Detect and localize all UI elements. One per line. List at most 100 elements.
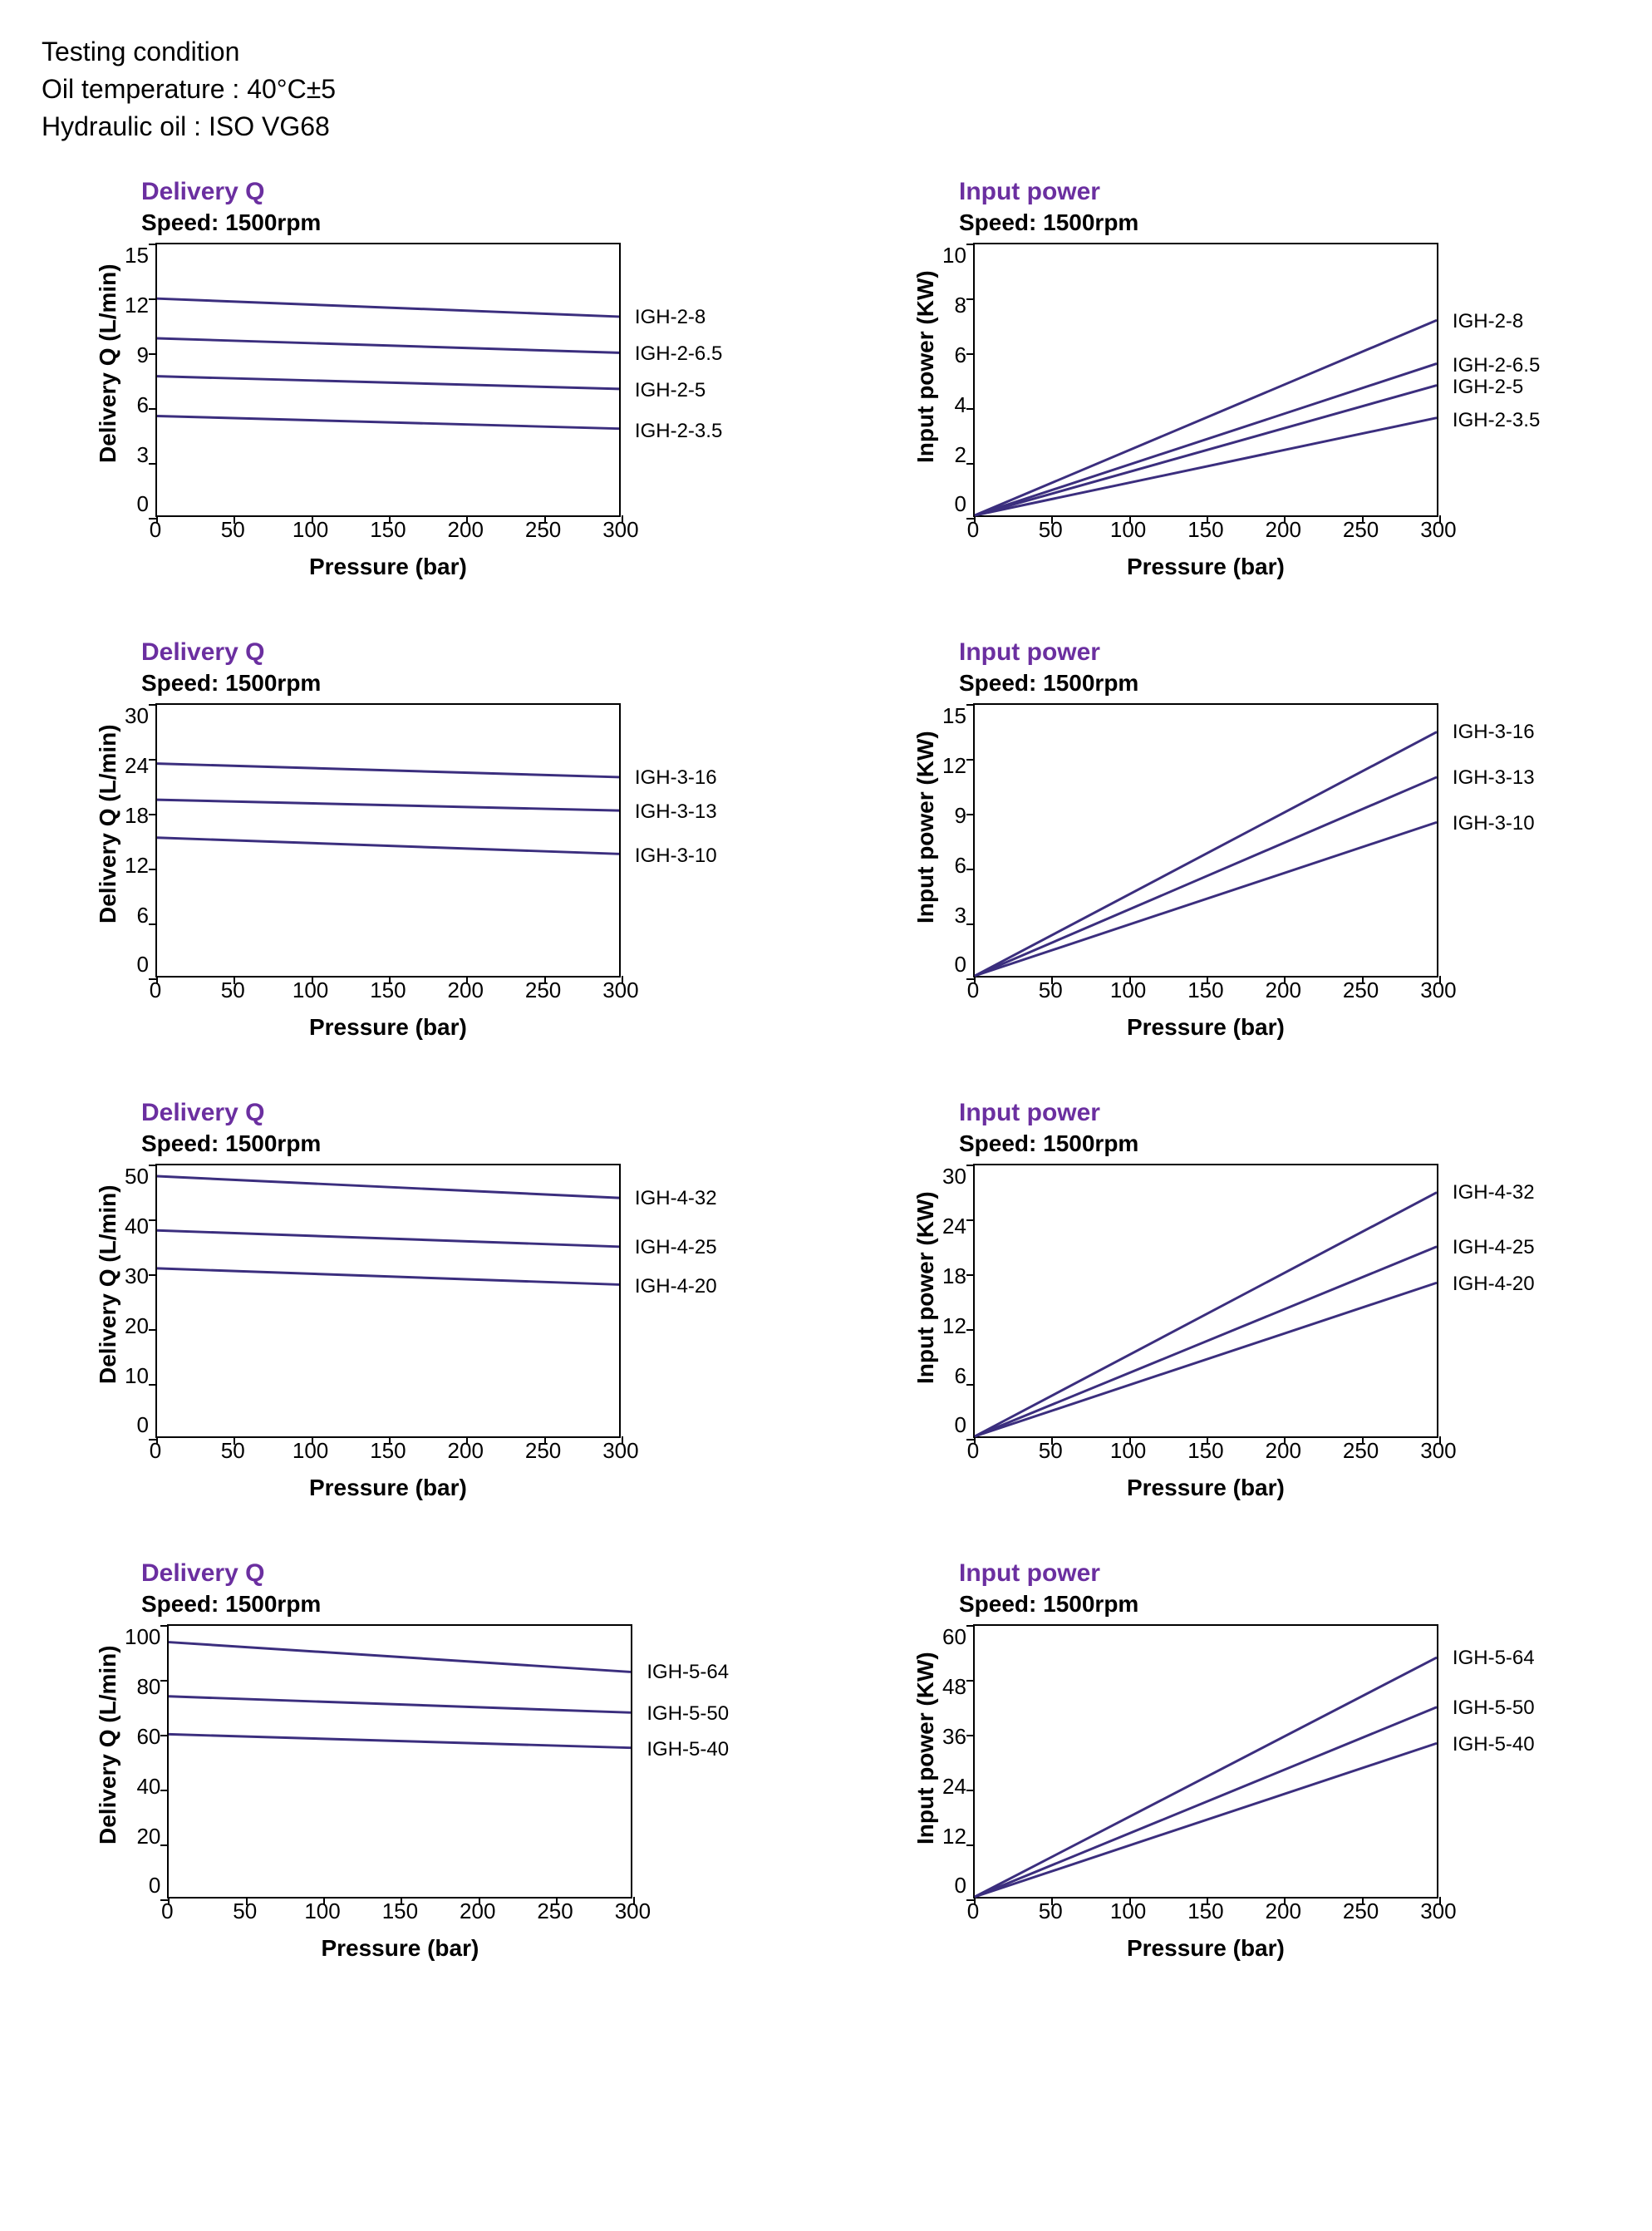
chart-lines [157, 705, 619, 976]
series-label: IGH-5-40 [1453, 1733, 1535, 1756]
y-ticks: 3024181260 [942, 1164, 973, 1438]
plot-area: IGH-5-64IGH-5-50IGH-5-40 [167, 1624, 632, 1899]
x-axis-label: Pressure (bar) [973, 1014, 1438, 1041]
x-tick-label: 300 [1420, 978, 1456, 1003]
x-axis-label: Pressure (bar) [155, 1014, 621, 1041]
y-tick-label: 2 [954, 442, 966, 468]
y-tick-label: 6 [136, 392, 148, 418]
series-label: IGH-2-3.5 [1453, 409, 1540, 432]
x-tick-label: 200 [448, 1438, 484, 1464]
x-tick-label: 50 [1039, 1438, 1063, 1464]
y-tick-label: 30 [942, 1164, 966, 1189]
x-tick-label: 300 [1420, 1438, 1456, 1464]
x-tick-label: 150 [1187, 517, 1223, 543]
y-ticks: 1086420 [942, 243, 973, 517]
y-tick-label: 20 [136, 1824, 160, 1849]
chart-title: Input power [959, 638, 1610, 667]
series-line [975, 732, 1437, 976]
chart-subtitle: Speed: 1500rpm [959, 1591, 1610, 1618]
x-tick-label: 250 [525, 517, 561, 543]
x-tick-label: 250 [1343, 517, 1379, 543]
y-tick-label: 12 [125, 853, 149, 879]
chart-1: Input powerSpeed: 1500rpmInput power (KW… [859, 170, 1610, 580]
series-label: IGH-4-32 [635, 1187, 717, 1210]
y-tick-label: 40 [125, 1214, 149, 1239]
plot-area: IGH-4-32IGH-4-25IGH-4-20 [973, 1164, 1438, 1438]
x-tick-label: 300 [615, 1899, 651, 1924]
series-label: IGH-2-5 [1453, 376, 1523, 399]
series-label: IGH-4-25 [1453, 1236, 1535, 1259]
x-tick-label: 250 [537, 1899, 573, 1924]
y-tick-label: 3 [954, 903, 966, 928]
x-tick-label: 0 [967, 517, 979, 543]
x-tick-label: 100 [293, 1438, 328, 1464]
x-tick-label: 100 [304, 1899, 340, 1924]
y-axis-label: Delivery Q (L/min) [95, 757, 121, 923]
series-line [975, 1744, 1437, 1898]
y-tick-label: 6 [136, 903, 148, 928]
y-tick-label: 4 [954, 392, 966, 418]
x-tick-label: 200 [448, 517, 484, 543]
y-ticks: 3024181260 [125, 703, 155, 978]
x-tick-label: 50 [233, 1899, 257, 1924]
series-line [975, 1193, 1437, 1436]
x-tick-label: 300 [1420, 1899, 1456, 1924]
y-tick-label: 15 [125, 243, 149, 268]
x-tick-label: 150 [382, 1899, 418, 1924]
x-tick-label: 250 [525, 1438, 561, 1464]
x-axis-label: Pressure (bar) [973, 1475, 1438, 1501]
series-line [169, 1697, 631, 1713]
y-tick-label: 6 [954, 1363, 966, 1389]
series-label: IGH-4-20 [1453, 1273, 1535, 1296]
x-tick-label: 50 [1039, 517, 1063, 543]
x-tick-label: 100 [293, 978, 328, 1003]
y-axis-label: Delivery Q (L/min) [95, 1678, 121, 1844]
x-tick-label: 150 [370, 978, 406, 1003]
series-line [169, 1642, 631, 1672]
series-line [157, 299, 619, 318]
chart-7: Input powerSpeed: 1500rpmInput power (KW… [859, 1551, 1610, 1962]
y-tick-label: 40 [136, 1774, 160, 1800]
y-tick-label: 0 [954, 1873, 966, 1899]
x-tick-label: 300 [602, 517, 638, 543]
x-tick-label: 0 [967, 978, 979, 1003]
series-line [157, 1231, 619, 1248]
y-tick-label: 0 [954, 1412, 966, 1438]
x-tick-label: 200 [1266, 517, 1301, 543]
chart-lines [157, 244, 619, 515]
y-tick-label: 80 [136, 1674, 160, 1700]
y-tick-label: 60 [136, 1724, 160, 1750]
x-tick-label: 100 [1110, 517, 1146, 543]
x-tick-label: 50 [1039, 1899, 1063, 1924]
y-tick-label: 10 [942, 243, 966, 268]
series-label: IGH-3-13 [635, 800, 717, 824]
y-tick-label: 100 [125, 1624, 160, 1650]
series-line [975, 823, 1437, 977]
x-tick-label: 50 [221, 1438, 245, 1464]
series-label: IGH-2-6.5 [635, 342, 722, 366]
y-tick-label: 0 [954, 491, 966, 517]
y-tick-label: 50 [125, 1164, 149, 1189]
chart-title: Input power [959, 1559, 1610, 1588]
chart-subtitle: Speed: 1500rpm [141, 1130, 793, 1157]
chart-title: Delivery Q [141, 638, 793, 667]
y-ticks: 15129630 [942, 703, 973, 978]
y-ticks: 60483624120 [942, 1624, 973, 1899]
chart-subtitle: Speed: 1500rpm [141, 1591, 793, 1618]
testing-condition-header: Testing condition Oil temperature : 40°C… [42, 33, 1610, 145]
series-label: IGH-5-40 [647, 1738, 729, 1761]
plot-area: IGH-2-8IGH-2-6.5IGH-2-5IGH-2-3.5 [155, 243, 621, 517]
chart-lines [169, 1626, 631, 1897]
y-tick-label: 30 [125, 703, 149, 729]
x-tick-label: 250 [1343, 1438, 1379, 1464]
series-line [975, 1657, 1437, 1897]
series-label: IGH-5-64 [647, 1661, 729, 1684]
chart-0: Delivery QSpeed: 1500rpmDelivery Q (L/mi… [42, 170, 793, 580]
chart-subtitle: Speed: 1500rpm [141, 670, 793, 697]
y-axis-label: Input power (KW) [912, 1218, 939, 1384]
series-line [157, 800, 619, 810]
chart-subtitle: Speed: 1500rpm [959, 209, 1610, 236]
x-tick-label: 250 [525, 978, 561, 1003]
x-tick-label: 300 [602, 978, 638, 1003]
chart-4: Delivery QSpeed: 1500rpmDelivery Q (L/mi… [42, 1091, 793, 1501]
